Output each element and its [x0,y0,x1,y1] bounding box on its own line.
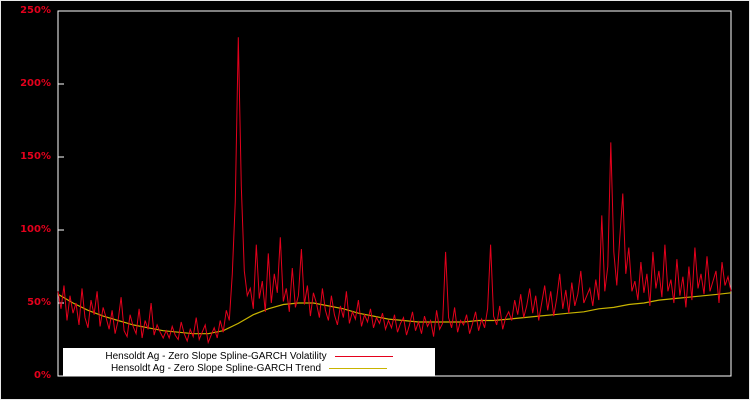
legend: Hensoldt Ag - Zero Slope Spline-GARCH Vo… [63,348,435,376]
legend-line-volatility-icon [334,355,393,357]
legend-label-trend: Hensoldt Ag - Zero Slope Spline-GARCH Tr… [110,362,322,374]
legend-line-trend-icon [329,367,388,369]
volatility-line [57,37,732,345]
legend-row-volatility: Hensoldt Ag - Zero Slope Spline-GARCH Vo… [67,350,431,362]
y-tick-label: 150% [20,151,51,162]
y-tick-label: 100% [20,224,51,235]
legend-row-trend: Hensoldt Ag - Zero Slope Spline-GARCH Tr… [67,362,431,374]
legend-label-volatility: Hensoldt Ag - Zero Slope Spline-GARCH Vo… [105,350,327,362]
y-tick-label: 50% [27,297,51,308]
y-axis-ticks [58,10,64,377]
trend-line [57,292,732,335]
y-tick-label: 200% [20,78,51,89]
y-tick-label: 250% [20,5,51,16]
y-tick-label: 0% [34,370,51,381]
plot-frame [57,10,732,377]
